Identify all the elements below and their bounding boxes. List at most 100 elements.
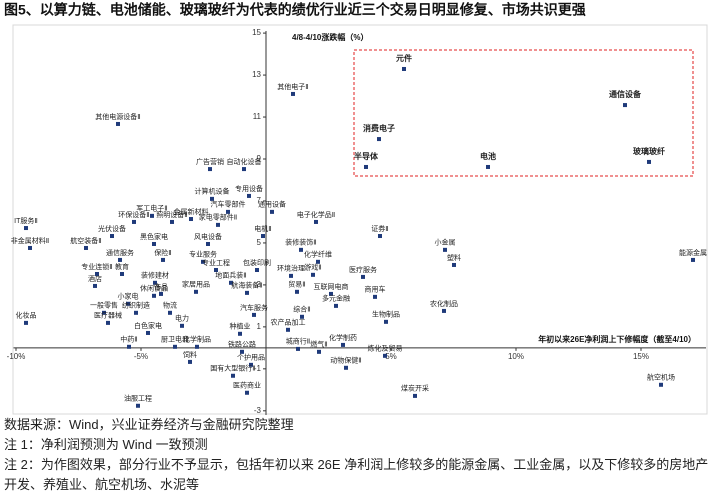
point-label: 航海装备Ⅱ (231, 281, 262, 290)
point-label: 化学纤维 (304, 250, 332, 259)
point (24, 320, 28, 325)
point (373, 294, 377, 299)
x-tick-label: -5% (134, 352, 148, 361)
point (208, 167, 212, 172)
point (240, 349, 244, 354)
point (93, 283, 97, 288)
point (118, 257, 122, 262)
point (486, 164, 490, 169)
point (242, 167, 246, 172)
point (249, 362, 253, 367)
point-label: 军工电子Ⅱ (136, 204, 167, 213)
point-label: 照明设备Ⅱ (156, 210, 187, 219)
point (383, 353, 387, 358)
point-label: 医疗器械 (94, 311, 122, 320)
point-label: 城商行Ⅱ (286, 337, 310, 346)
x-tick-label: 10% (508, 352, 524, 361)
point (261, 234, 265, 239)
point-label: 医药商业 (233, 381, 261, 390)
point-label: 光伏设备 (98, 224, 126, 233)
x-tick-label: -10% (7, 352, 26, 361)
point-label: 金属新材料 (174, 207, 209, 216)
point (255, 268, 259, 273)
point-label: 证券Ⅱ (371, 224, 388, 233)
point-label: 专业连锁Ⅱ (81, 262, 112, 271)
point-label: 医疗服务 (349, 265, 377, 274)
point (188, 359, 192, 364)
point (84, 245, 88, 250)
point (132, 219, 136, 224)
point (314, 219, 318, 224)
y-tick-label: 7 (257, 196, 262, 205)
point (127, 344, 131, 349)
point-label: 饲料 (183, 350, 197, 359)
point-label: 电子化学品Ⅱ (297, 210, 335, 219)
point-label: 环保设备Ⅱ (118, 210, 149, 219)
point (189, 217, 193, 222)
point-label: 通信服务 (106, 248, 134, 257)
point-label: 元件 (396, 53, 412, 63)
point-label: 一般零售 (90, 301, 118, 310)
point (120, 271, 124, 276)
point (146, 330, 150, 335)
note: 数据来源：Wind，兴业证券经济与金融研究院整理 (4, 417, 294, 432)
point (194, 289, 198, 294)
point (378, 234, 382, 239)
point-label: 其他电源设备Ⅱ (95, 112, 140, 121)
point-label: 专业服务 (189, 250, 217, 259)
point-label: 厨卫电器 (161, 335, 189, 344)
point (329, 291, 333, 296)
point (153, 280, 157, 285)
point-label: 广告营销 (196, 157, 224, 166)
point-label: 小家电 (118, 292, 139, 301)
y-axis-title: 4/8-4/10涨跌幅（%） (292, 32, 368, 42)
point-label: 商用车 (365, 285, 386, 294)
y-tick-label: 15 (252, 28, 261, 37)
x-tick-label: 5% (385, 352, 397, 361)
point-label: 游戏Ⅱ (304, 263, 321, 272)
point-label: 保险Ⅱ (154, 248, 171, 257)
y-tick-label: -1 (254, 364, 262, 373)
y-tick-label: -3 (254, 406, 262, 415)
point (402, 66, 406, 71)
y-tick-label: 9 (257, 154, 262, 163)
point-label: 纺织制造 (122, 301, 150, 310)
point-label: 铁路公路 (228, 340, 256, 349)
point-label: 教育 (115, 262, 129, 271)
y-tick-label: 5 (257, 238, 262, 247)
point-label: 电池 (480, 151, 496, 161)
point-label: 农化制品 (430, 299, 458, 308)
point (361, 274, 365, 279)
point-label: 专用设备 (235, 184, 263, 193)
point (452, 262, 456, 267)
point-label: 家居用品 (182, 280, 210, 289)
point (245, 290, 249, 295)
point-label: 消费电子 (363, 123, 395, 133)
point (173, 344, 177, 349)
point (210, 196, 214, 201)
point-label: 半导体 (354, 151, 379, 161)
point (413, 393, 417, 398)
point (270, 209, 274, 214)
point (195, 344, 199, 349)
point-label: 装修建材 (141, 271, 169, 280)
point-label: 贸易Ⅱ (288, 280, 305, 289)
point (289, 273, 293, 278)
point-label: 生物制品 (372, 310, 400, 319)
point-label: 玻璃玻纤 (633, 146, 665, 156)
note: 注 2：为作图效果，部分行业不予显示，包括年初以来 26E 净利润上修较多的能源… (4, 457, 709, 492)
point (364, 164, 368, 169)
point (95, 271, 99, 276)
point (647, 159, 651, 164)
point (344, 365, 348, 370)
point (180, 323, 184, 328)
point-label: 地面兵装Ⅱ (215, 271, 246, 280)
point (442, 308, 446, 313)
point (152, 293, 156, 298)
point (443, 247, 447, 252)
point (134, 310, 138, 315)
point (216, 222, 220, 227)
notes: 数据来源：Wind，兴业证券经济与金融研究院整理注 1：净利润预测为 Wind … (4, 415, 715, 495)
point (226, 209, 230, 214)
point (201, 259, 205, 264)
